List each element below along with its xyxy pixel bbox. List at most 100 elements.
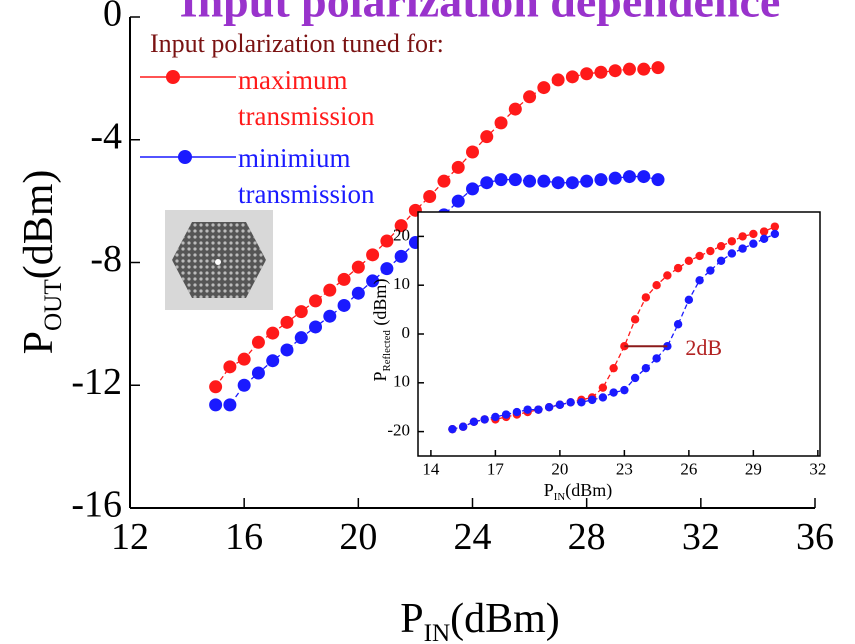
- x-tick-label: 24: [454, 516, 492, 558]
- data-point: [423, 190, 437, 204]
- data-point: [770, 229, 780, 239]
- data-point: [551, 73, 565, 87]
- data-point: [523, 90, 537, 104]
- data-point: [309, 320, 323, 334]
- x-tick-label: 23: [616, 459, 633, 478]
- data-point: [451, 194, 465, 208]
- data-point: [380, 234, 394, 248]
- data-point: [537, 174, 551, 188]
- data-point: [394, 219, 408, 233]
- y-axis-label-part: OUT: [40, 279, 67, 331]
- data-point: [652, 281, 661, 290]
- data-point: [323, 309, 337, 323]
- data-point: [294, 305, 308, 319]
- data-point: [580, 174, 594, 188]
- data-point: [684, 295, 694, 305]
- data-point: [609, 363, 618, 373]
- data-point: [706, 266, 715, 275]
- data-point: [770, 222, 780, 231]
- data-point: [637, 62, 651, 76]
- data-point: [551, 176, 565, 190]
- data-point: [280, 315, 294, 329]
- data-point: [716, 256, 726, 265]
- x-tick-label: 14: [422, 459, 440, 478]
- x-tick-label: 36: [796, 516, 834, 558]
- inset-frame: [417, 211, 821, 457]
- annotation: 2dB: [685, 335, 722, 360]
- data-point: [555, 400, 565, 409]
- data-point: [280, 343, 294, 357]
- data-point: [651, 173, 665, 187]
- data-point: [609, 388, 618, 397]
- data-point: [251, 366, 265, 380]
- x-axis-label-part: IN: [554, 491, 566, 503]
- data-point: [266, 326, 280, 340]
- data-point: [534, 405, 543, 414]
- y-tick-label: 10: [393, 274, 410, 293]
- y-axis-label-part: P: [16, 331, 62, 354]
- data-point: [695, 276, 704, 285]
- y-tick-label: -16: [71, 484, 122, 526]
- y-tick-label: 10: [393, 372, 410, 391]
- data-point: [630, 373, 640, 383]
- data-point: [337, 272, 351, 286]
- data-point: [458, 422, 468, 431]
- data-point: [237, 352, 251, 366]
- legend-label: minimium transmission: [238, 143, 375, 209]
- data-point: [523, 174, 537, 188]
- legend-marker: [178, 150, 192, 164]
- data-point: [437, 174, 451, 188]
- data-point: [351, 260, 365, 274]
- data-point: [351, 286, 365, 300]
- x-axis-label-part: IN: [424, 620, 451, 644]
- data-point: [323, 283, 337, 297]
- y-tick-label: -4: [90, 115, 122, 157]
- data-point: [598, 393, 608, 402]
- y-tick-label: 0: [402, 323, 411, 342]
- y-axis-label: PReflected (dBm): [370, 279, 393, 382]
- data-point: [251, 335, 265, 349]
- x-axis-label: PIN(dBm): [544, 480, 612, 503]
- data-point: [394, 249, 408, 263]
- data-point: [630, 315, 640, 324]
- legend-label: maximum transmission: [238, 65, 375, 131]
- data-point: [544, 403, 554, 412]
- y-axis-label-part: P: [370, 371, 390, 381]
- x-tick-label: 29: [745, 459, 762, 478]
- data-point: [749, 229, 758, 239]
- data-point: [523, 405, 532, 414]
- x-tick-label: 32: [809, 459, 826, 478]
- data-point: [663, 271, 672, 280]
- y-tick-label: -12: [71, 361, 122, 403]
- data-point: [641, 363, 651, 373]
- data-point: [587, 395, 597, 405]
- data-point: [494, 173, 508, 187]
- data-point: [480, 130, 494, 144]
- data-point: [469, 417, 479, 427]
- data-point: [466, 145, 479, 159]
- legend-title: Input polarization tuned for:: [150, 29, 444, 58]
- data-point: [608, 171, 622, 185]
- x-tick-label: 20: [339, 516, 377, 558]
- data-point: [580, 67, 594, 81]
- data-point: [337, 298, 351, 312]
- data-point: [565, 176, 579, 190]
- data-point: [451, 160, 465, 174]
- y-axis-label: POUT(dBm): [16, 170, 68, 355]
- data-point: [622, 62, 636, 76]
- x-tick-label: 28: [568, 516, 606, 558]
- data-point: [651, 61, 665, 75]
- data-point: [448, 424, 457, 434]
- x-axis-label: PIN(dBm): [400, 596, 560, 644]
- data-point: [366, 274, 380, 288]
- legend-marker: [166, 70, 180, 84]
- data-point: [716, 241, 726, 251]
- x-tick-label: 20: [551, 459, 568, 478]
- x-tick-label: 17: [487, 459, 505, 478]
- data-point: [759, 234, 769, 244]
- data-point: [566, 398, 575, 407]
- data-point: [594, 65, 608, 79]
- y-axis-label-part: (dBm): [16, 170, 62, 280]
